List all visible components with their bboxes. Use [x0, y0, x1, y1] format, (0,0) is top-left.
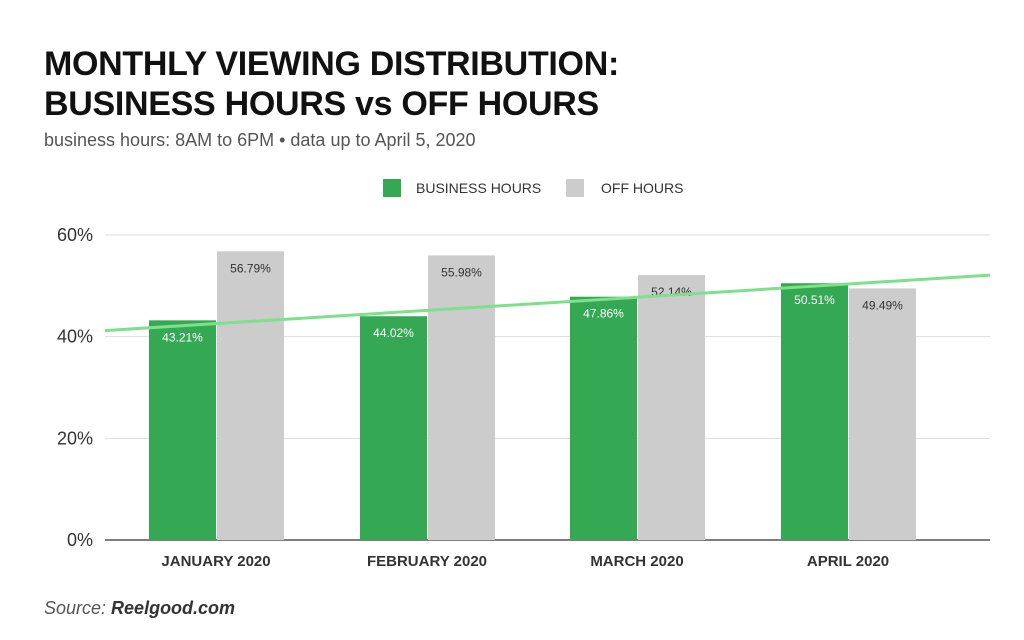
legend-label-business-hours: BUSINESS HOURS — [416, 180, 541, 196]
bar-off-hours — [428, 255, 495, 540]
y-tick-label: 0% — [67, 530, 93, 550]
legend-swatch-business-hours — [383, 179, 401, 197]
bar-business-hours — [570, 297, 637, 540]
bar-business-hours — [781, 283, 848, 540]
legend-label-off-hours: OFF HOURS — [601, 180, 683, 196]
data-label-off-hours: 49.49% — [862, 298, 903, 312]
y-tick-label: 60% — [57, 225, 93, 245]
y-tick-label: 20% — [57, 428, 93, 448]
x-tick-label: FEBRUARY 2020 — [367, 553, 487, 570]
data-label-business-hours: 43.21% — [162, 330, 203, 344]
y-tick-label: 40% — [57, 327, 93, 347]
data-label-off-hours: 55.98% — [441, 265, 482, 279]
source-note: Source: Reelgood.com — [44, 598, 235, 619]
source-prefix: Source: — [44, 598, 111, 618]
data-label-off-hours: 56.79% — [230, 261, 271, 275]
bar-business-hours — [149, 320, 216, 540]
bar-business-hours — [360, 316, 427, 540]
bar-off-hours — [217, 251, 284, 540]
x-tick-label: APRIL 2020 — [807, 553, 889, 570]
legend-swatch-off-hours — [566, 179, 584, 197]
data-label-business-hours: 50.51% — [794, 293, 835, 307]
data-label-business-hours: 44.02% — [373, 326, 414, 340]
bar-off-hours — [638, 275, 705, 540]
data-label-business-hours: 47.86% — [583, 307, 624, 321]
source-name: Reelgood.com — [111, 598, 235, 618]
bar-off-hours — [849, 288, 916, 540]
x-tick-label: MARCH 2020 — [590, 553, 683, 570]
x-tick-label: JANUARY 2020 — [161, 553, 270, 570]
